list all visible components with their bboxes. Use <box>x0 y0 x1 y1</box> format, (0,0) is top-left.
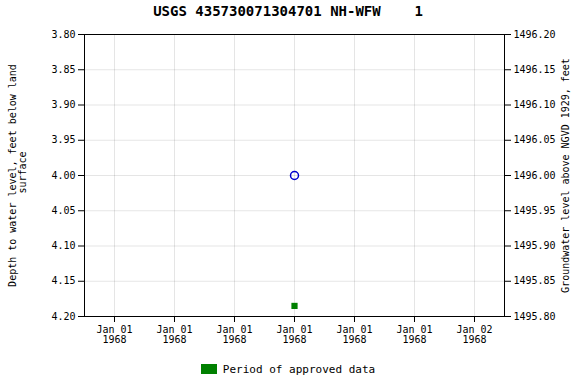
svg-text:1496.00: 1496.00 <box>514 170 556 181</box>
svg-text:4.20: 4.20 <box>51 311 75 322</box>
svg-text:Depth to water level, feet bel: Depth to water level, feet below land su… <box>7 64 28 287</box>
svg-text:1495.95: 1495.95 <box>514 205 556 216</box>
svg-text:3.85: 3.85 <box>51 64 75 75</box>
svg-text:Jan 011968: Jan 011968 <box>396 324 432 345</box>
svg-text:3.80: 3.80 <box>51 29 75 40</box>
svg-text:1496.15: 1496.15 <box>514 64 556 75</box>
svg-text:1495.90: 1495.90 <box>514 240 556 251</box>
svg-text:3.90: 3.90 <box>51 99 75 110</box>
svg-text:Groundwater level above NGVD 1: Groundwater level above NGVD 1929, feet <box>560 58 571 293</box>
svg-text:4.15: 4.15 <box>51 275 75 286</box>
svg-text:Jan 011968: Jan 011968 <box>276 324 312 345</box>
svg-text:1496.05: 1496.05 <box>514 134 556 145</box>
svg-text:4.00: 4.00 <box>51 170 75 181</box>
svg-text:4.05: 4.05 <box>51 205 75 216</box>
svg-text:3.95: 3.95 <box>51 134 75 145</box>
html-text:USGS 435730071304701 NH-WFW 1: USGS 435730071304701 NH-WFW 1 <box>153 3 423 19</box>
svg-text:1495.80: 1495.80 <box>514 311 556 322</box>
svg-text:1496.10: 1496.10 <box>514 99 556 110</box>
svg-text:Jan 021968: Jan 021968 <box>456 324 492 345</box>
svg-text:4.10: 4.10 <box>51 240 75 251</box>
html-text:Period of approved data: Period of approved data <box>222 362 376 376</box>
svg-text:Jan 011968: Jan 011968 <box>216 324 252 345</box>
svg-text:1495.85: 1495.85 <box>514 275 556 286</box>
svg-text:Jan 011968: Jan 011968 <box>96 324 132 345</box>
svg-text:Jan 011968: Jan 011968 <box>156 324 192 345</box>
svg-text:Jan 011968: Jan 011968 <box>336 324 372 345</box>
svg-text:1496.20: 1496.20 <box>514 29 556 40</box>
